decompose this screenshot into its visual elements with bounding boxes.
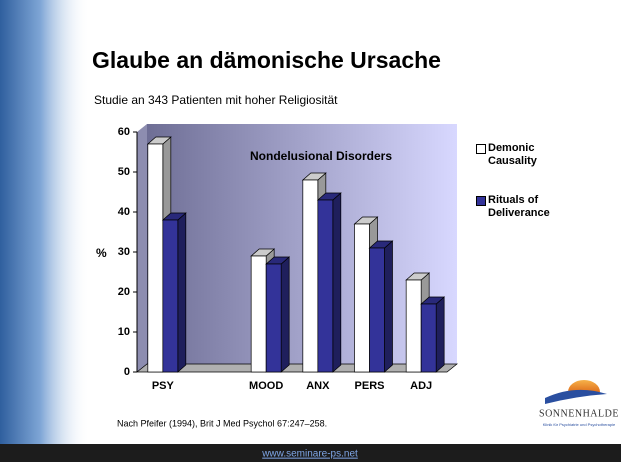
y-tick-label: 10: [118, 326, 130, 338]
bar-front: [354, 223, 370, 373]
bar-side: [384, 240, 393, 373]
x-tick-label: PERS: [355, 380, 385, 392]
y-tick-label: 30: [118, 246, 130, 258]
legend-label: Demonic Causality: [488, 142, 537, 167]
legend-swatch: [476, 144, 486, 154]
y-tick-label: 40: [118, 206, 130, 218]
bar: [368, 240, 394, 373]
bar-front: [250, 255, 267, 373]
bar-front: [147, 143, 164, 373]
y-tick-label: 50: [118, 166, 130, 178]
back-wall: [147, 124, 457, 364]
x-tick-label: ADJ: [410, 380, 432, 392]
legend-item: Rituals of Deliverance: [476, 194, 566, 220]
y-tick-label: 0: [124, 366, 130, 378]
edge-decoration: [0, 0, 90, 444]
title: Glaube an dämonische Ursache: [92, 47, 441, 73]
bar-front: [369, 247, 385, 373]
bar-side: [435, 296, 445, 373]
logo-sun: [568, 380, 600, 392]
logo-swoosh: [545, 389, 607, 404]
bar-front: [317, 199, 334, 373]
footer-link[interactable]: www.seminare-ps.net: [261, 449, 358, 460]
y-tick-label: 60: [118, 126, 130, 138]
x-tick-label: PSY: [152, 380, 175, 392]
logo-name: SONNENHALDE: [539, 408, 619, 419]
x-tick-label: ANX: [306, 380, 330, 392]
annotation: Nondelusional Disorders: [250, 149, 392, 163]
bar-front: [420, 303, 437, 373]
bar-front: [162, 219, 179, 373]
legend-item: Demonic Causality: [476, 142, 566, 168]
x-tick-label: MOOD: [249, 380, 283, 392]
bar: [161, 212, 187, 373]
footer-bar: [0, 444, 621, 462]
bar: [316, 192, 342, 373]
bar-front: [405, 279, 422, 373]
bar-front: [302, 179, 319, 373]
legend-swatch: [476, 196, 486, 206]
y-axis-label: %: [96, 246, 107, 260]
source: Nach Pfeifer (1994), Brit J Med Psychol …: [117, 418, 327, 428]
y-tick-label: 20: [118, 286, 130, 298]
bar-side: [332, 192, 342, 373]
left-wall: [137, 124, 147, 372]
bar: [420, 296, 446, 373]
bar-side: [177, 212, 187, 373]
logo-tagline: Klinik für Psychiatrie und Psychotherapi…: [543, 422, 616, 427]
bar-side: [280, 256, 290, 373]
subtitle: Studie an 343 Patienten mit hoher Religi…: [94, 93, 338, 107]
bar-front: [265, 263, 282, 373]
logo: SONNENHALDE Klinik für Psychiatrie und P…: [539, 380, 619, 427]
bar: [265, 256, 291, 373]
legend-label: Rituals of Deliverance: [488, 194, 550, 219]
